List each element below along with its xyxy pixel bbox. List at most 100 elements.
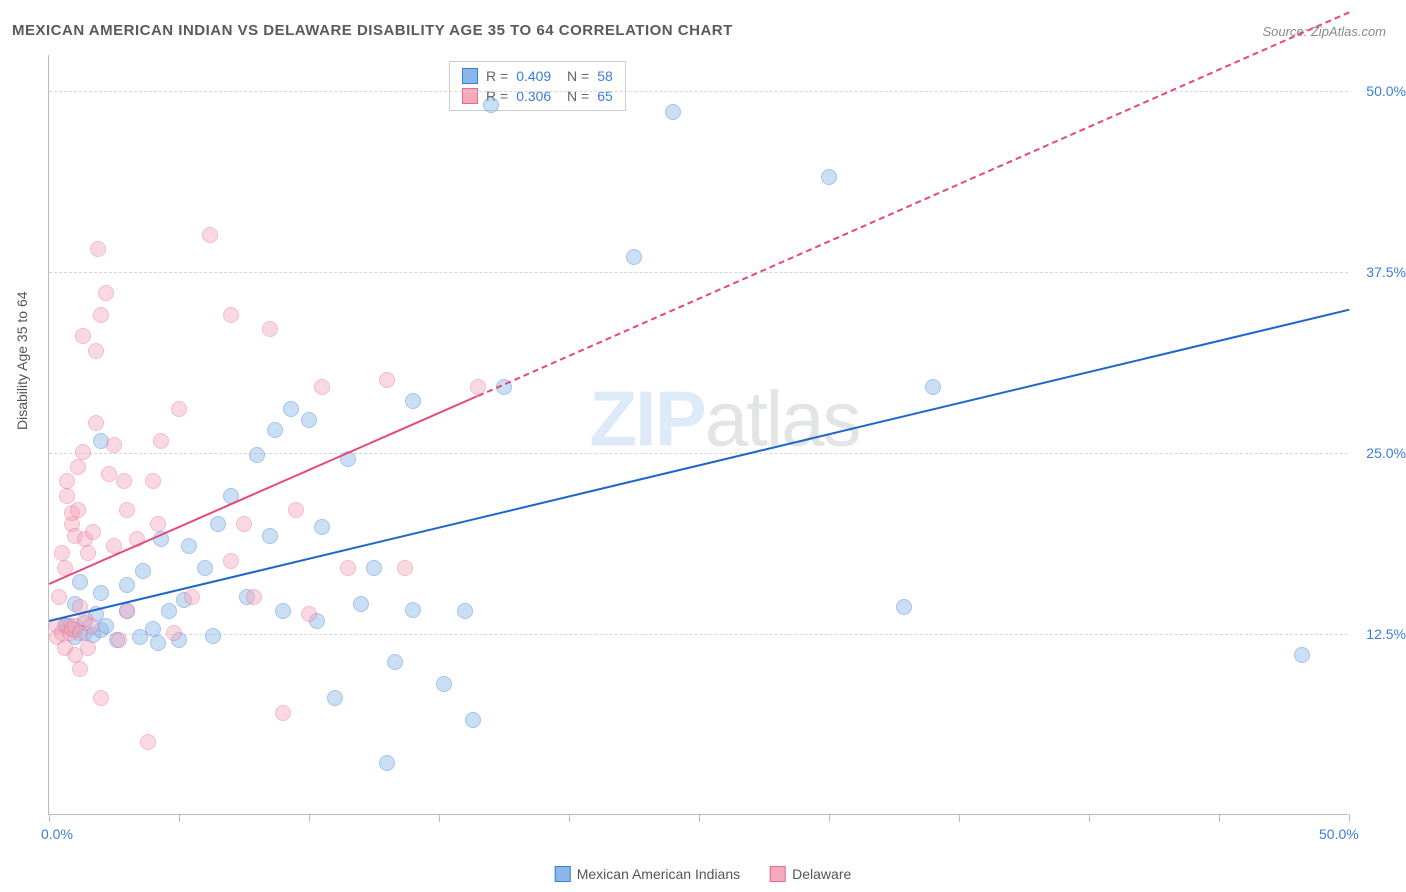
scatter-point [119,502,135,518]
scatter-point [106,437,122,453]
scatter-point [314,379,330,395]
scatter-point [457,603,473,619]
scatter-point [119,577,135,593]
scatter-point [379,755,395,771]
stats-row: R = 0.409 N = 58 [462,66,613,86]
y-tick-label: 37.5% [1366,264,1406,280]
legend-label: Delaware [792,866,851,882]
legend-item: Delaware [770,866,851,882]
trend-line [49,308,1349,621]
legend-label: Mexican American Indians [577,866,740,882]
gridline-horizontal [49,634,1348,635]
scatter-point [483,97,499,113]
scatter-point [301,606,317,622]
x-tick [959,814,960,822]
scatter-point [262,321,278,337]
scatter-point [88,415,104,431]
scatter-point [197,560,213,576]
stats-n-label: N = [559,68,589,84]
scatter-point [161,603,177,619]
scatter-point [70,459,86,475]
scatter-point [116,473,132,489]
scatter-point [202,227,218,243]
scatter-point [821,169,837,185]
scatter-point [75,328,91,344]
chart-title: MEXICAN AMERICAN INDIAN VS DELAWARE DISA… [12,22,733,39]
scatter-point [171,401,187,417]
scatter-point [140,734,156,750]
scatter-point [59,488,75,504]
scatter-point [340,560,356,576]
x-tick [49,814,50,822]
scatter-point [111,632,127,648]
scatter-point [236,516,252,532]
scatter-point [626,249,642,265]
scatter-point [85,524,101,540]
x-tick [439,814,440,822]
legend-swatch [462,68,478,84]
x-tick-label: 50.0% [1319,826,1359,842]
scatter-point [93,690,109,706]
y-tick-label: 50.0% [1366,83,1406,99]
scatter-point [405,393,421,409]
x-tick [829,814,830,822]
x-tick [1219,814,1220,822]
scatter-point [223,307,239,323]
legend-item: Mexican American Indians [555,866,740,882]
legend-swatch [770,866,786,882]
scatter-point [93,585,109,601]
x-tick [569,814,570,822]
scatter-point [379,372,395,388]
trend-line [49,395,479,585]
x-tick [309,814,310,822]
stats-r-label: R = [486,68,508,84]
scatter-point [75,444,91,460]
watermark-main: ZIP [589,375,704,463]
scatter-point [150,635,166,651]
scatter-point [98,618,114,634]
plot-area: ZIPatlas R = 0.409 N = 58R = 0.306 N = 6… [48,55,1348,815]
scatter-point [150,516,166,532]
scatter-point [98,285,114,301]
x-tick-label: 0.0% [41,826,73,842]
scatter-point [405,602,421,618]
scatter-point [70,502,86,518]
scatter-point [101,466,117,482]
stats-legend-box: R = 0.409 N = 58R = 0.306 N = 65 [449,61,626,111]
scatter-point [166,625,182,641]
watermark-tail: atlas [705,375,860,463]
gridline-horizontal [49,272,1348,273]
scatter-point [223,553,239,569]
scatter-point [665,104,681,120]
y-tick-label: 25.0% [1366,445,1406,461]
scatter-point [80,640,96,656]
stats-r-value: 0.409 [516,68,551,84]
y-tick-label: 12.5% [1366,626,1406,642]
scatter-point [1294,647,1310,663]
scatter-point [288,502,304,518]
scatter-point [301,412,317,428]
scatter-point [283,401,299,417]
x-tick [699,814,700,822]
scatter-point [249,447,265,463]
scatter-point [353,596,369,612]
legend-bottom: Mexican American Indians Delaware [555,866,852,882]
scatter-point [51,589,67,605]
scatter-point [262,528,278,544]
scatter-point [80,545,96,561]
scatter-point [366,560,382,576]
scatter-point [896,599,912,615]
scatter-point [135,563,151,579]
scatter-point [925,379,941,395]
scatter-point [210,516,226,532]
source-attribution: Source: ZipAtlas.com [1262,24,1386,39]
scatter-point [119,603,135,619]
scatter-point [54,545,70,561]
scatter-point [205,628,221,644]
scatter-point [246,589,262,605]
scatter-point [267,422,283,438]
scatter-point [465,712,481,728]
scatter-point [83,618,99,634]
scatter-point [59,473,75,489]
gridline-horizontal [49,91,1348,92]
